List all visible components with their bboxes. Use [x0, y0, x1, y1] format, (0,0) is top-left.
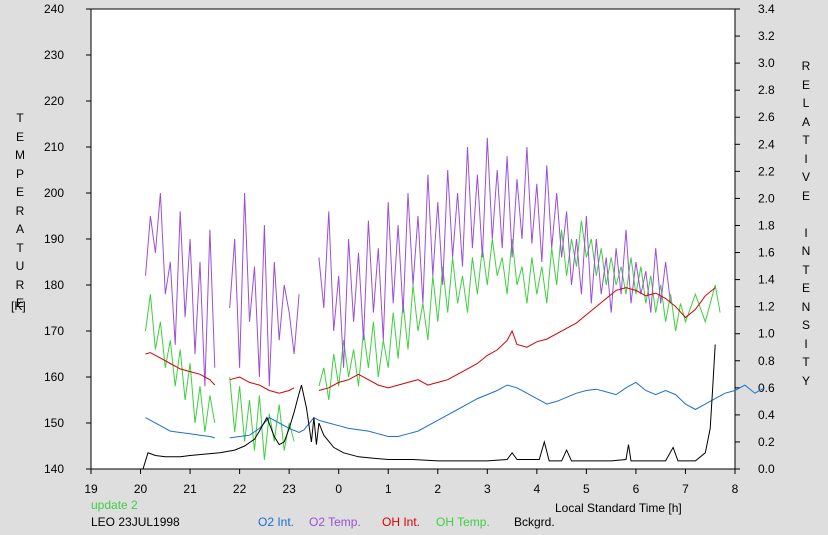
axis-title-letter: L — [802, 96, 810, 110]
series-group — [135, 137, 765, 470]
axis-title-letter: T — [16, 111, 24, 125]
axis-title-letter: T — [802, 355, 810, 369]
y-right-tick-label: 1.4 — [758, 273, 775, 287]
series-line-o2-temp — [145, 192, 216, 387]
legend-oh-temp: OH Temp. — [436, 515, 490, 529]
y-left-tick-label: 140 — [44, 462, 64, 476]
x-tick-label: 0 — [335, 482, 342, 496]
series-line-o2-temp — [318, 137, 672, 368]
plot-area — [90, 8, 736, 470]
y-right-tick-label: 0.2 — [758, 435, 775, 449]
axis-title-letter: I — [804, 225, 808, 240]
series-line-oh-int — [229, 376, 295, 394]
x-tick-label: 3 — [484, 482, 491, 496]
y-right-tick-label: 1.6 — [758, 246, 775, 260]
x-tick-label: 8 — [732, 482, 739, 496]
series-line-oh-int — [318, 287, 716, 391]
y-left-tick-label: 200 — [44, 186, 64, 200]
legend-oh-int: OH Int. — [382, 515, 421, 529]
axis-title-letter: E — [15, 185, 24, 199]
y-right-tick-label: 0.4 — [758, 408, 775, 422]
axis-title-letter: Y — [801, 373, 810, 388]
axis-title-letter: E — [15, 129, 24, 144]
y-right-tick-label: 1.0 — [758, 327, 775, 341]
x-axis-title: Local Standard Time [h] — [555, 501, 682, 515]
y-right-tick-label: 1.2 — [758, 300, 775, 314]
x-tick-label: 7 — [682, 482, 689, 496]
x-tick-label: 5 — [583, 482, 590, 496]
axis-title-letter: U — [15, 259, 25, 273]
y-right-tick-label: 0.6 — [758, 381, 775, 395]
axis-title-letter — [799, 205, 813, 224]
update-label: update 2 — [91, 498, 138, 512]
axis-ticks: 19 20 21 22 23 0 1 2 3 4 5 6 7 8140150160170180190200… — [44, 2, 775, 496]
y-right-tick-label: 2.4 — [758, 137, 775, 151]
x-tick-label: 4 — [534, 482, 541, 496]
legend-bckgrd: Bckgrd. — [514, 515, 555, 529]
axis-title-letter: I — [804, 336, 808, 351]
x-tick-label: 19 — [84, 482, 98, 496]
y-axis-left-unit: [K] — [11, 299, 26, 313]
axis-title-letter: R — [15, 277, 25, 292]
y-left-tick-label: 180 — [44, 278, 64, 292]
y-right-tick-label: 1.8 — [758, 218, 775, 232]
axis-title-letter: T — [802, 133, 810, 147]
y-left-tick-label: 160 — [44, 370, 64, 384]
y-left-tick-label: 230 — [44, 48, 64, 62]
series-line-bckgrd — [135, 344, 716, 470]
series-line-oh-temp — [145, 294, 216, 433]
y-right-tick-label: 0.8 — [758, 354, 775, 368]
axis-title-letter: R — [15, 203, 25, 218]
y-left-tick-label: 210 — [44, 140, 64, 154]
axis-title-letter: A — [15, 222, 24, 236]
axis-title-letter: E — [801, 77, 810, 92]
y-right-tick-label: 3.2 — [758, 29, 775, 43]
axis-title-letter: N — [801, 299, 811, 314]
y-left-tick-label: 170 — [44, 324, 64, 338]
x-tick-label: 2 — [434, 482, 441, 496]
y-left-tick-label: 150 — [44, 416, 64, 430]
axis-title-letter: M — [15, 148, 25, 162]
x-tick-label: 21 — [183, 482, 197, 496]
axis-title-letter: R — [801, 59, 811, 73]
x-tick-label: 1 — [385, 482, 392, 496]
y-right-tick-label: 2.8 — [758, 83, 775, 97]
y-right-tick-label: 2.0 — [758, 191, 775, 205]
y-left-tick-label: 190 — [44, 232, 64, 246]
axis-title-letter: E — [15, 296, 24, 310]
x-tick-label: 20 — [134, 482, 148, 496]
axis-title-letter: T — [802, 262, 810, 277]
y-right-tick-label: 2.2 — [758, 164, 775, 178]
axis-title-letter: E — [801, 188, 810, 203]
axis-title-letter: I — [804, 151, 808, 166]
series-line-o2-int — [229, 381, 765, 439]
series-line-o2-temp — [229, 192, 300, 387]
axis-title-letter: S — [801, 318, 810, 332]
x-tick-label: 6 — [633, 482, 640, 496]
x-tick-label: 23 — [282, 482, 296, 496]
axis-title-letter: E — [801, 281, 810, 295]
axis-title-letter: T — [16, 240, 24, 255]
legend-o2-temp: O2 Temp. — [309, 515, 361, 529]
y-left-tick-label: 220 — [44, 94, 64, 108]
y-right-tick-label: 0.0 — [758, 462, 775, 476]
legend-o2-int: O2 Int. — [258, 515, 295, 529]
y-right-tick-label: 3.0 — [758, 56, 775, 70]
series-line-o2-int — [145, 417, 215, 439]
series-line-oh-int — [145, 352, 216, 386]
y-right-tick-label: 3.4 — [758, 2, 775, 16]
axis-title-letter: A — [801, 114, 810, 129]
axis-title-letter: N — [801, 244, 811, 258]
x-tick-label: 22 — [233, 482, 247, 496]
axis-title-letter: P — [15, 166, 24, 181]
y-left-tick-label: 240 — [44, 2, 64, 16]
axis-title-letter: V — [801, 170, 810, 184]
station-label: LEO 23JUL1998 — [91, 515, 180, 529]
y-right-tick-label: 2.6 — [758, 110, 775, 124]
